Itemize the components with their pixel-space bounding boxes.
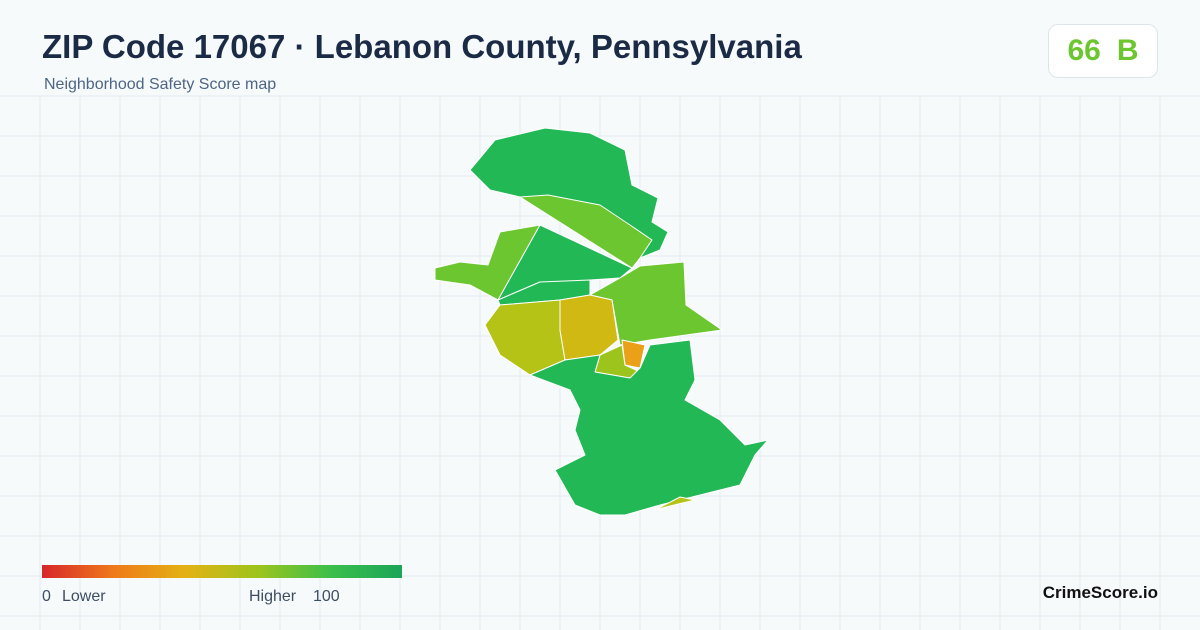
brand: CrimeScore.io [1042, 583, 1158, 602]
zip-areas [434, 127, 769, 516]
score-badge: 66 B [1048, 24, 1158, 78]
legend-min-label: Lower [62, 588, 106, 605]
area [484, 299, 566, 376]
legend-gradient [42, 565, 402, 578]
grade: B [1116, 34, 1139, 67]
legend-max: 100 [313, 588, 340, 605]
legend-min: 0 [42, 588, 51, 605]
area [559, 294, 619, 361]
title: ZIP Code 17067 · Lebanon County, Pennsyl… [42, 28, 802, 65]
subtitle: Neighborhood Safety Score map [44, 76, 277, 93]
area [654, 496, 696, 511]
area [519, 194, 653, 269]
legend-max-label: Higher [249, 588, 297, 605]
area [529, 339, 769, 516]
score: 66 [1067, 34, 1101, 67]
